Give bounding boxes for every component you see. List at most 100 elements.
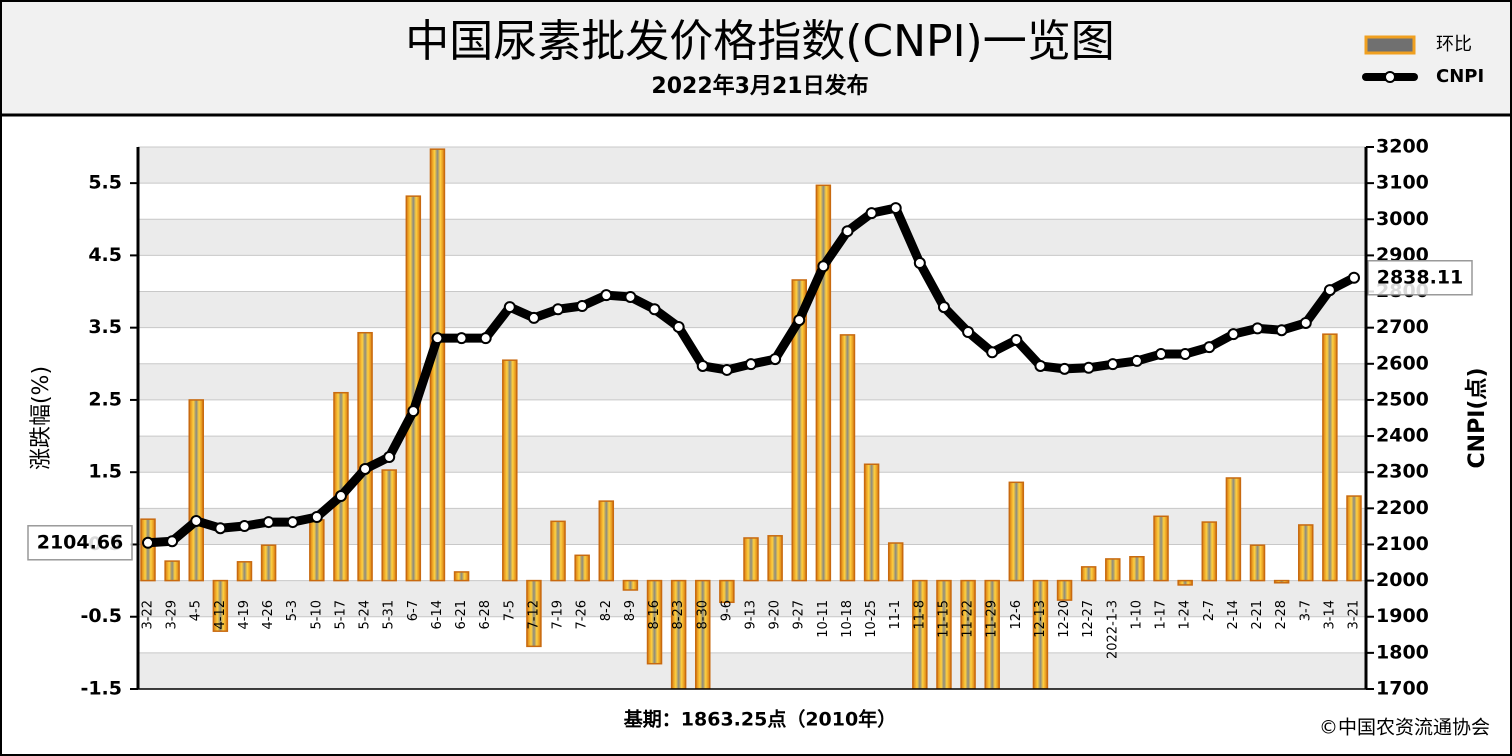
bar (1249, 544, 1266, 582)
bar (646, 579, 663, 665)
bar (1201, 521, 1218, 582)
marker (431, 332, 444, 345)
x-tick-label: 11-29 (985, 600, 1000, 638)
grid-band (138, 291, 1366, 328)
bar (381, 469, 397, 582)
marker (334, 490, 347, 503)
y2-tick-label: 2500 (1376, 388, 1429, 410)
x-tick-label: 8-23 (671, 600, 686, 630)
y2-tick-label: 2400 (1376, 425, 1429, 447)
x-tick-label: 3-7 (1298, 600, 1313, 621)
marker (238, 520, 251, 533)
y2-tick-label: 2000 (1376, 569, 1429, 591)
y-tick-label: 4.5 (88, 244, 122, 266)
x-tick-label: 7-19 (551, 600, 566, 630)
marker (1082, 361, 1095, 374)
x-tick-label: 1-17 (1154, 600, 1169, 630)
marker (1179, 348, 1192, 361)
bar (1008, 481, 1025, 582)
x-tick-label: 2-28 (1274, 600, 1289, 630)
y2-axis-title: CNPI(点) (1464, 368, 1490, 469)
marker (166, 535, 179, 548)
bar (1129, 556, 1145, 582)
bar (719, 579, 735, 604)
marker (624, 290, 637, 303)
y-tick-label: 2.5 (88, 388, 122, 410)
bar (839, 334, 856, 582)
x-tick-label: 11-22 (961, 600, 976, 638)
x-tick-label: 10-11 (816, 600, 831, 638)
bar (1225, 477, 1242, 582)
bar (1056, 579, 1073, 601)
marker (1323, 284, 1336, 297)
x-tick-label: 6-7 (406, 600, 421, 621)
y-tick-label: -1.5 (80, 678, 122, 700)
y2-tick-label: 3100 (1376, 172, 1429, 194)
y2-tick-label: 2200 (1376, 497, 1429, 519)
footer: 基期：1863.25点（2010年） (623, 708, 896, 731)
x-tick-label: 6-28 (478, 600, 493, 630)
bar (791, 279, 807, 582)
marker (359, 462, 372, 475)
y2-tick-label: 1900 (1376, 605, 1429, 627)
marker (720, 363, 733, 376)
chart-subtitle: 2022年3月21日发布 (651, 73, 868, 99)
marker (865, 207, 878, 220)
bar (598, 500, 615, 582)
bar (1080, 566, 1097, 582)
marker (1275, 324, 1288, 337)
x-tick-label: 5-24 (358, 600, 373, 630)
x-tick-label: 3-21 (1347, 600, 1362, 630)
bar (912, 579, 928, 689)
grid-band (138, 147, 1366, 184)
y-tick-label: 3.5 (88, 316, 122, 338)
y2-tick-label: 2600 (1376, 352, 1429, 374)
y2-tick-label: 2700 (1376, 316, 1429, 338)
legend-marker (1384, 71, 1396, 83)
data-label-box (27, 525, 133, 561)
x-tick-label: 4-19 (237, 600, 252, 630)
y2-tick-label: 2100 (1376, 533, 1429, 555)
x-tick-label: 7-26 (575, 600, 590, 630)
x-tick-label: 2022-1-3 (1105, 600, 1120, 659)
x-tick-label: 3-29 (165, 600, 180, 630)
bar (309, 519, 325, 582)
x-tick-label: 12-20 (1057, 600, 1072, 638)
x-tick-label: 8-16 (647, 600, 662, 630)
marker (672, 320, 685, 333)
bar (188, 399, 204, 582)
marker (962, 326, 975, 339)
marker (913, 256, 926, 269)
legend-label: CNPI (1436, 66, 1484, 87)
bar (1273, 579, 1290, 584)
x-tick-label: 4-5 (189, 600, 204, 621)
data-label: 2104.66 (37, 531, 124, 553)
x-tick-label: 4-12 (213, 600, 228, 630)
marker (383, 451, 396, 464)
marker (1034, 359, 1047, 372)
x-tick-label: 5-3 (285, 600, 300, 621)
y2-tick-label: 3000 (1376, 208, 1429, 230)
marker (190, 514, 203, 527)
marker (745, 358, 757, 371)
x-tick-label: 11-15 (936, 600, 951, 638)
marker (1106, 358, 1119, 371)
marker (817, 260, 830, 273)
marker (142, 536, 154, 549)
marker (310, 511, 323, 524)
marker (937, 301, 950, 314)
x-tick-label: 4-26 (261, 600, 276, 630)
y-axis-title: 涨跌幅(%) (29, 366, 54, 470)
x-tick-label: 7-12 (526, 600, 541, 630)
marker (1227, 328, 1240, 341)
marker (1010, 333, 1023, 346)
marker (841, 225, 854, 238)
marker (696, 359, 709, 372)
marker (503, 301, 516, 314)
x-tick-label: 1-10 (1129, 600, 1144, 630)
marker (286, 516, 299, 529)
x-tick-label: 6-14 (430, 600, 445, 630)
x-tick-label: 12-13 (1033, 600, 1048, 638)
marker (1299, 316, 1312, 329)
